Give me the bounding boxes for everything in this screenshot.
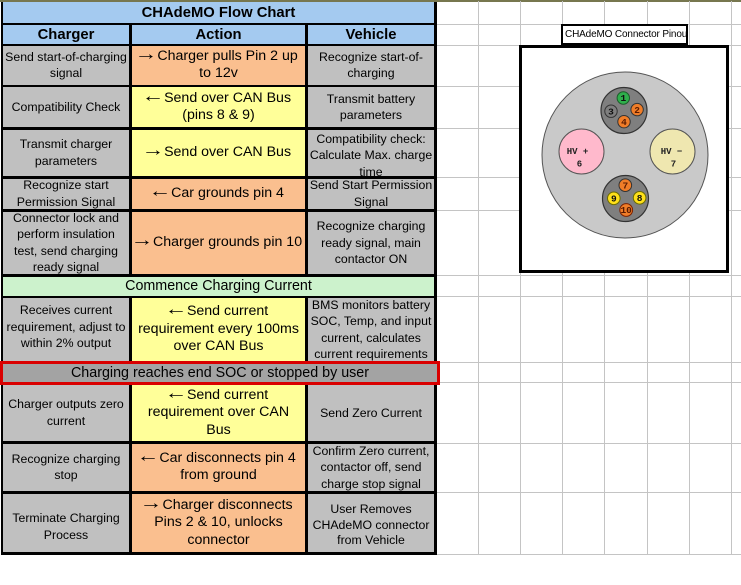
- svg-text:1: 1: [620, 93, 626, 104]
- svg-text:7: 7: [671, 160, 676, 170]
- svg-text:7: 7: [622, 180, 628, 191]
- svg-text:2: 2: [634, 105, 640, 116]
- svg-text:10: 10: [620, 205, 632, 216]
- svg-text:HV +: HV +: [567, 147, 589, 157]
- svg-text:6: 6: [577, 160, 582, 170]
- svg-text:9: 9: [611, 194, 617, 205]
- svg-text:HV −: HV −: [661, 147, 683, 157]
- svg-text:4: 4: [621, 117, 627, 128]
- svg-text:3: 3: [608, 106, 614, 117]
- svg-text:8: 8: [637, 193, 643, 204]
